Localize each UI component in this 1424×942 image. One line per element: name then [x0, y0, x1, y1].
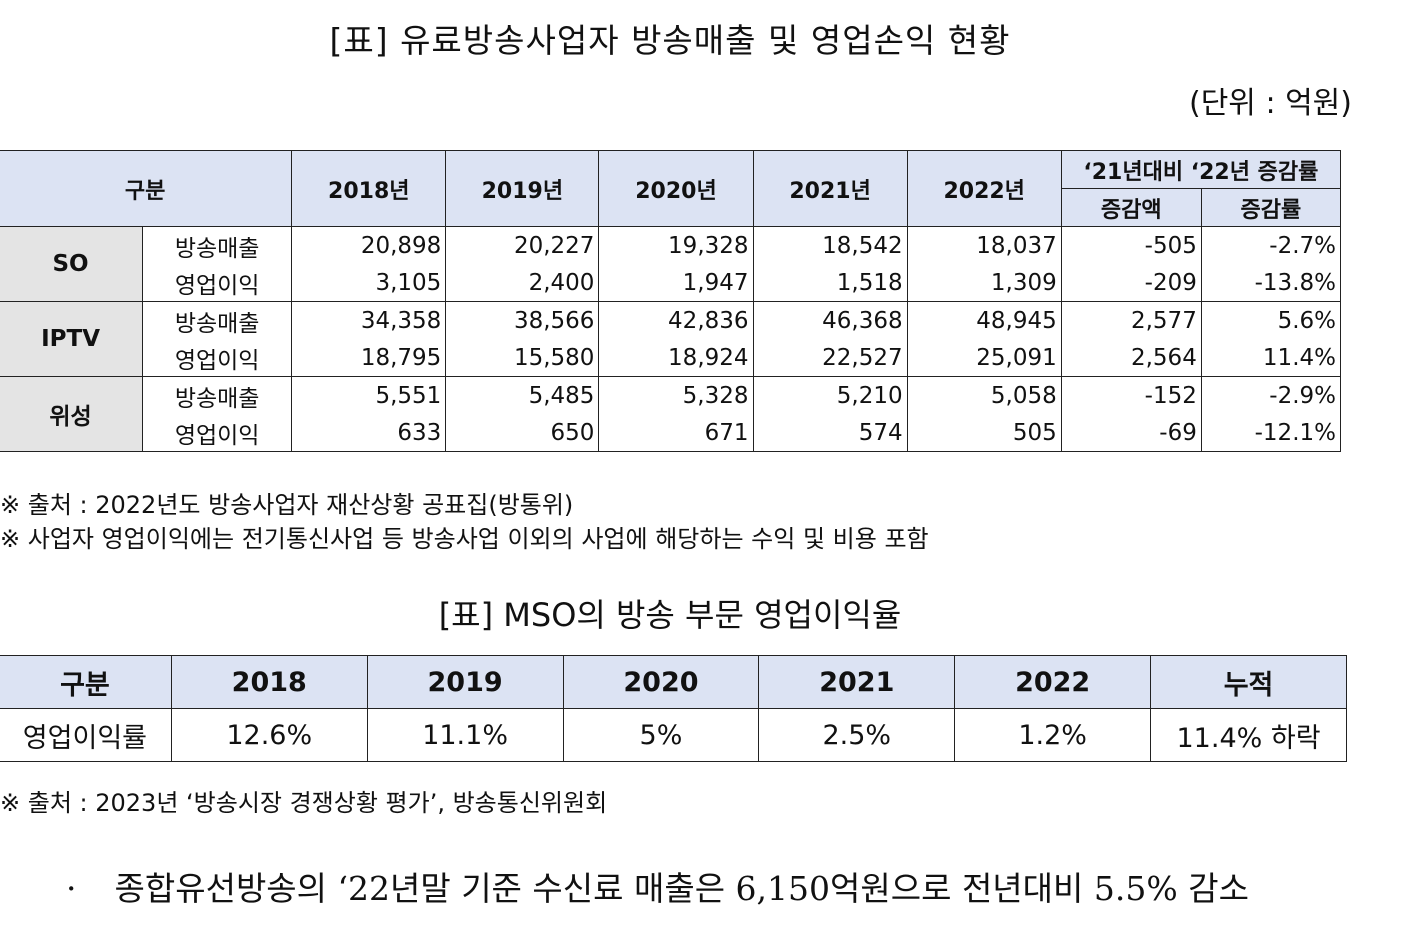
value-cell: 5,485 [445, 376, 600, 414]
value-cell: 20,898 [291, 226, 447, 264]
value-cell: 20,227 [445, 226, 600, 264]
table-row: 영업이익 18,795 15,580 18,924 22,527 25,091 2,564 1… [0, 339, 1342, 377]
value-cell: 19,328 [598, 226, 754, 264]
value-cell: 42,836 [598, 301, 754, 339]
margin-header-cell: 2020 [562, 655, 760, 709]
value-cell: 18,037 [906, 226, 1062, 264]
value-cell: 18,924 [598, 339, 754, 377]
header-year: 2019년 [445, 150, 600, 227]
value-cell: 574 [752, 414, 908, 452]
value-cell: 5,328 [598, 376, 754, 414]
header-year: 2021년 [752, 150, 908, 227]
change-amount-cell: -209 [1060, 264, 1202, 302]
source-note-2: ※ 출처 : 2023년 ‘방송시장 경쟁상황 평가’, 방송통신위원회 [0, 789, 608, 817]
value-cell: 1,947 [598, 264, 754, 302]
value-cell: 1,309 [906, 264, 1062, 302]
header-year: 2018년 [291, 150, 447, 227]
margin-value-cell: 11.4% 하락 [1150, 708, 1347, 762]
value-cell: 48,945 [906, 301, 1062, 339]
value-cell: 34,358 [291, 301, 447, 339]
change-rate-cell: 11.4% [1200, 339, 1342, 377]
change-rate-cell: -2.9% [1200, 376, 1342, 414]
table1-title: [표] 유료방송사업자 방송매출 및 영업손익 현황 [329, 21, 1011, 60]
row-label: 영업이익 [142, 264, 293, 302]
change-rate-cell: -2.7% [1200, 226, 1342, 264]
value-cell: 5,551 [291, 376, 447, 414]
margin-header-cell: 누적 [1150, 655, 1347, 709]
table-row: 영업이익 3,105 2,400 1,947 1,518 1,309 -209 -13.8% [0, 264, 1342, 302]
table-row: IPTV 방송매출 34,358 38,566 42,836 46,368 48,945 2,… [0, 301, 1342, 377]
change-amount-cell: 2,564 [1060, 339, 1202, 377]
header-category: 구분 [0, 150, 293, 227]
value-cell: 650 [445, 414, 600, 452]
change-rate-cell: -13.8% [1200, 264, 1342, 302]
change-rate-cell: -12.1% [1200, 414, 1342, 452]
row-label: 방송매출 [142, 301, 293, 339]
header-change-amount: 증감액 [1060, 188, 1202, 227]
change-amount-cell: -505 [1060, 226, 1202, 264]
value-cell: 633 [291, 414, 447, 452]
margin-table: 구분 2018 2019 2020 2021 2022 누적 영업이익률 12.6% 11.1%… [0, 655, 1347, 762]
revenue-table: 구분 2018년 2019년 2020년 2021년 2022년 ‘21년대비 … [0, 150, 1342, 452]
summary-bullet: · 종합유선방송의 ‘22년말 기준 수신료 매출은 6,150억원으로 전년대비… [66, 862, 1249, 910]
margin-value-cell: 5% [562, 708, 760, 762]
row-label: 방송매출 [142, 376, 293, 414]
margin-value-cell: 11.1% [366, 708, 564, 762]
row-label: 영업이익 [142, 414, 293, 452]
group-label: 위성 [0, 376, 144, 452]
table-row: 영업이익률 12.6% 11.1% 5% 2.5% 1.2% 11.4% 하락 [0, 708, 1347, 762]
value-cell: 2,400 [445, 264, 600, 302]
table-row: 영업이익 633 650 671 574 505 -69 -12.1% [0, 414, 1342, 452]
value-cell: 22,527 [752, 339, 908, 377]
row-label: 영업이익 [142, 339, 293, 377]
bullet-text: 종합유선방송의 ‘22년말 기준 수신료 매출은 6,150억원으로 전년대비 … [114, 869, 1249, 908]
table2-title: [표] MSO의 방송 부문 영업이익율 [438, 596, 902, 634]
margin-value-cell: 12.6% [170, 708, 368, 762]
margin-header-cell: 2019 [366, 655, 564, 709]
value-cell: 5,210 [752, 376, 908, 414]
margin-header-cell: 2018 [170, 655, 368, 709]
value-cell: 3,105 [291, 264, 447, 302]
group-label: IPTV [0, 301, 144, 377]
change-amount-cell: -69 [1060, 414, 1202, 452]
header-change-rate: 증감률 [1200, 188, 1342, 227]
header-year: 2020년 [598, 150, 754, 227]
value-cell: 5,058 [906, 376, 1062, 414]
value-cell: 671 [598, 414, 754, 452]
row-label: 방송매출 [142, 226, 293, 264]
margin-value-cell: 2.5% [758, 708, 956, 762]
scope-note: ※ 사업자 영업이익에는 전기통신사업 등 방송사업 이외의 사업에 해당하는 … [0, 525, 929, 553]
change-amount-cell: -152 [1060, 376, 1202, 414]
value-cell: 15,580 [445, 339, 600, 377]
margin-value-cell: 영업이익률 [0, 708, 172, 762]
header-year: 2022년 [906, 150, 1062, 227]
header-change: ‘21년대비 ‘22년 증감률 [1060, 150, 1342, 189]
value-cell: 18,542 [752, 226, 908, 264]
change-amount-cell: 2,577 [1060, 301, 1202, 339]
source-note: ※ 출처 : 2022년도 방송사업자 재산상황 공표집(방통위) [0, 491, 574, 519]
value-cell: 38,566 [445, 301, 600, 339]
table-row: SO 방송매출 20,898 20,227 19,328 18,542 18,037 -505… [0, 226, 1342, 302]
unit-label: (단위 : 억원) [1189, 86, 1352, 121]
value-cell: 1,518 [752, 264, 908, 302]
change-rate-cell: 5.6% [1200, 301, 1342, 339]
value-cell: 46,368 [752, 301, 908, 339]
group-label: SO [0, 226, 144, 302]
margin-value-cell: 1.2% [954, 708, 1152, 762]
value-cell: 25,091 [906, 339, 1062, 377]
margin-header-cell: 2021 [758, 655, 956, 709]
margin-header-cell: 2022 [954, 655, 1152, 709]
value-cell: 18,795 [291, 339, 447, 377]
margin-header-cell: 구분 [0, 655, 172, 709]
table-row: 위성 방송매출 5,551 5,485 5,328 5,210 5,058 -152 -2.9% [0, 376, 1342, 452]
value-cell: 505 [906, 414, 1062, 452]
bullet-marker: · [66, 869, 77, 908]
